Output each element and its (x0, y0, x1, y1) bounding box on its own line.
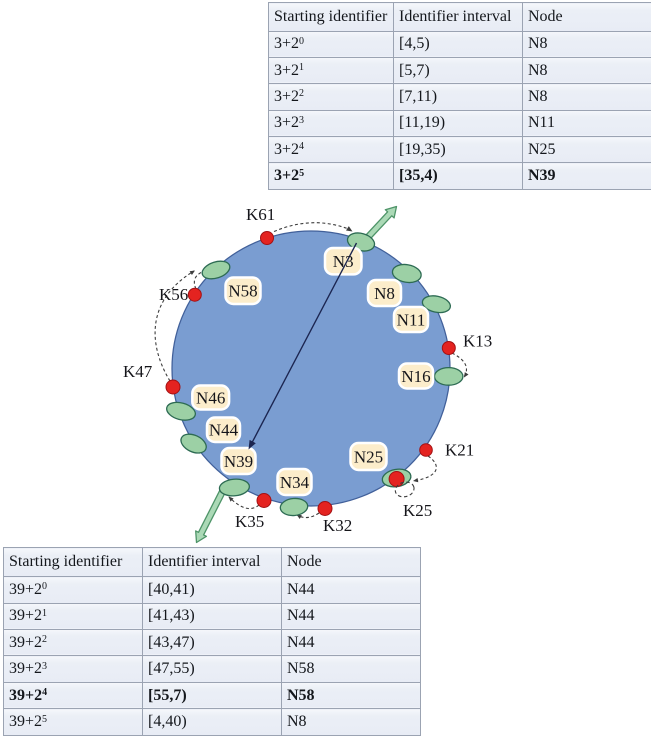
svg-text:K61: K61 (246, 205, 275, 224)
svg-text:K25: K25 (403, 501, 432, 520)
svg-text:N25: N25 (354, 447, 383, 466)
svg-text:N39: N39 (224, 452, 253, 471)
svg-text:N11: N11 (397, 310, 426, 329)
svg-text:N34: N34 (280, 473, 310, 492)
svg-text:N46: N46 (196, 388, 225, 407)
svg-text:K35: K35 (235, 512, 264, 531)
svg-text:N3: N3 (333, 252, 354, 271)
svg-text:N44: N44 (209, 421, 239, 440)
svg-text:N16: N16 (401, 367, 430, 386)
svg-text:N8: N8 (374, 284, 395, 303)
svg-text:K21: K21 (445, 441, 474, 460)
svg-text:K13: K13 (463, 332, 492, 351)
svg-text:N58: N58 (228, 282, 257, 301)
svg-text:K56: K56 (159, 285, 188, 304)
svg-text:K47: K47 (123, 362, 153, 381)
svg-text:K32: K32 (323, 516, 352, 535)
